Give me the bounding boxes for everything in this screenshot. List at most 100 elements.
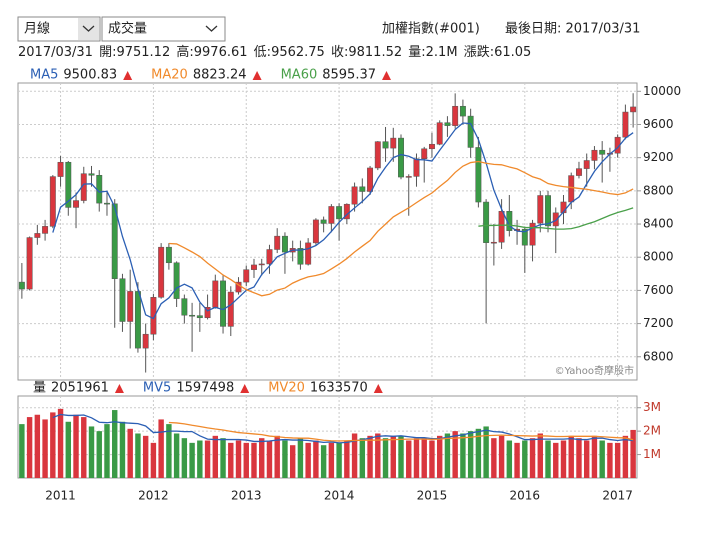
volume-bar xyxy=(50,412,56,478)
candle-body xyxy=(490,241,497,244)
volume-bar xyxy=(529,438,536,478)
y-tick-label: 7200 xyxy=(643,316,674,330)
candle-body xyxy=(405,176,412,178)
candle-body xyxy=(591,149,598,161)
candle-body xyxy=(312,219,319,244)
candle-body xyxy=(560,201,567,214)
ma-line xyxy=(52,122,634,320)
candle-body xyxy=(142,333,149,349)
volume-bar xyxy=(630,429,636,478)
volume-bar xyxy=(73,414,79,478)
volume-bar xyxy=(88,426,95,478)
volume-bar xyxy=(81,417,87,478)
candle-body xyxy=(305,242,312,265)
volume-bar xyxy=(599,440,605,478)
volume-bar xyxy=(305,442,311,478)
candle-body xyxy=(127,291,134,322)
volume-bar xyxy=(382,438,389,478)
volume-bar xyxy=(289,445,296,478)
volume-bar xyxy=(251,442,257,478)
volume-bar xyxy=(112,410,118,478)
y-tick-label: 7600 xyxy=(643,283,674,297)
volume-bar xyxy=(65,421,72,478)
volume-bar xyxy=(498,435,505,478)
legend-name: MA5 xyxy=(30,68,58,83)
legend-value: 1597498 xyxy=(176,381,234,396)
volume-bar xyxy=(583,440,590,478)
candle-body xyxy=(367,167,374,192)
y-tick-label: 9200 xyxy=(643,150,674,164)
volume-bar xyxy=(42,419,48,478)
x-tick-label: 2017 xyxy=(602,489,633,503)
volume-bar xyxy=(406,440,412,478)
dropdown-arrow xyxy=(82,25,95,32)
volume-panel xyxy=(17,395,638,479)
candle-body xyxy=(181,298,188,316)
candle-body xyxy=(220,280,227,327)
period-select-label: 月線 xyxy=(24,21,50,37)
volume-bar xyxy=(344,440,350,478)
volume-bar xyxy=(553,442,559,478)
volume-bar xyxy=(243,442,249,478)
volume-bar xyxy=(228,442,234,478)
volume-bar xyxy=(166,424,172,478)
volume-bar xyxy=(607,442,613,478)
y-tick-label: 8800 xyxy=(643,183,674,197)
candle-body xyxy=(227,291,234,327)
legend-up-icon xyxy=(252,71,262,80)
volume-bar xyxy=(220,438,226,478)
candle-body xyxy=(537,195,544,224)
candle-body xyxy=(521,228,528,246)
candle-body xyxy=(483,201,490,243)
candle-body xyxy=(119,278,126,322)
volume-bar xyxy=(522,440,528,478)
candle-body xyxy=(436,122,443,145)
indicator-select[interactable] xyxy=(101,16,226,42)
volume-bar xyxy=(142,435,149,478)
info-low-label: 低: xyxy=(254,45,271,60)
candle-body xyxy=(26,237,33,290)
period-select-button[interactable] xyxy=(78,18,99,40)
candle-body xyxy=(622,111,629,138)
volume-bar xyxy=(127,428,133,478)
candle-body xyxy=(390,137,397,149)
volume-bar xyxy=(313,440,319,478)
volume-bar xyxy=(336,442,342,478)
candle-body xyxy=(65,161,72,208)
volume-bar xyxy=(158,419,164,478)
info-open: 9751.12 xyxy=(116,45,170,60)
volume-bar xyxy=(104,424,110,478)
info-date: 2017/03/31 xyxy=(18,45,93,60)
candle-body xyxy=(196,315,203,319)
legend-name: 量 xyxy=(33,381,46,396)
volume-bar xyxy=(19,424,25,478)
legend-value: 8823.24 xyxy=(193,68,247,83)
x-tick-label: 2011 xyxy=(45,489,76,503)
volume-bar xyxy=(375,433,381,478)
candle-body xyxy=(274,235,281,250)
candle-body xyxy=(428,143,435,150)
info-high: 9976.61 xyxy=(194,45,248,60)
ma-line xyxy=(52,413,634,444)
candle-body xyxy=(599,149,606,155)
last-date: 最後日期: 2017/03/31 xyxy=(505,22,640,37)
legend-value: 8595.37 xyxy=(322,68,376,83)
candle-body xyxy=(18,281,25,290)
volume-bar xyxy=(274,435,280,478)
candle-body xyxy=(552,212,559,227)
candle-body xyxy=(297,248,304,265)
legend-up-icon xyxy=(123,71,133,80)
candle-body xyxy=(243,269,250,283)
candle-body xyxy=(204,306,211,319)
volume-bar xyxy=(398,435,404,478)
candle-body xyxy=(498,211,505,243)
candle-body xyxy=(359,186,366,192)
candle-body xyxy=(545,195,551,227)
candle-body xyxy=(49,176,56,227)
candle-body xyxy=(165,246,172,264)
candle-body xyxy=(336,206,343,220)
volume-bar xyxy=(135,433,141,478)
volume-bar xyxy=(197,440,203,478)
volume-bar xyxy=(475,428,482,478)
